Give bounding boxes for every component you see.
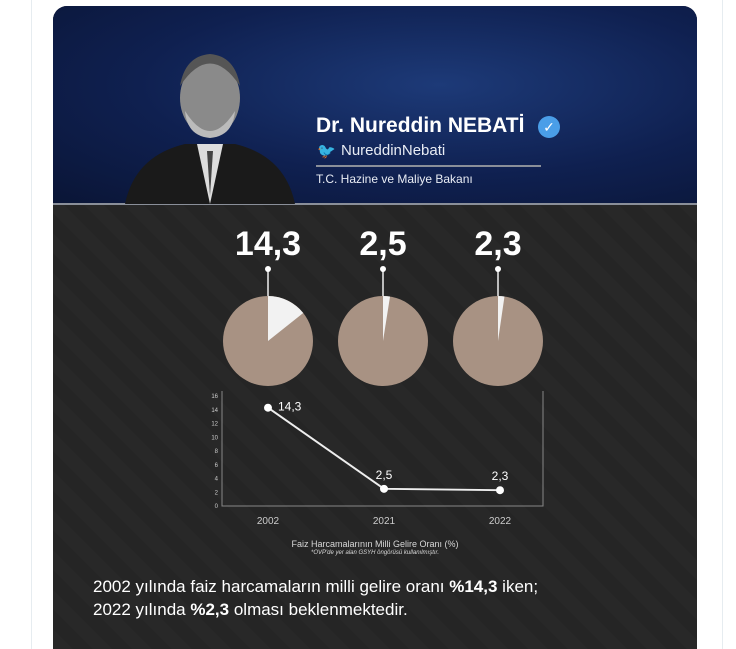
x-tick-label: 2002: [257, 516, 280, 527]
plot-frame: [221, 391, 544, 507]
y-tick-label: 0: [215, 504, 219, 510]
author-name: Dr. Nureddin NEBATİ: [316, 114, 525, 137]
divider: [316, 165, 541, 167]
x-tick-label: 2021: [373, 516, 396, 527]
twitter-bird-icon: 🐦: [317, 143, 336, 160]
big-value-2022: 2,3: [474, 225, 522, 263]
x-axis-label: Faiz Harcamalarının Milli Gelire Oranı (…: [291, 539, 459, 549]
big-value-2002: 14,3: [234, 225, 302, 263]
pie-leader-dot-2: [495, 266, 501, 272]
data-point: [496, 486, 504, 495]
y-tick-label: 6: [215, 463, 219, 469]
summary-line2-end: olması beklenmektedir.: [229, 600, 408, 619]
big-value-2021: 2,5: [359, 225, 407, 263]
y-tick-label: 14: [211, 408, 218, 414]
verified-badge-icon: ✓: [538, 116, 560, 138]
y-tick-label: 2: [215, 490, 219, 496]
data-label: 2,5: [376, 468, 393, 482]
portrait-photo: [125, 54, 295, 204]
pie-leader-dot-1: [380, 266, 386, 272]
y-tick-label: 12: [211, 422, 218, 428]
data-point: [264, 403, 272, 412]
pie-slice-1: [383, 296, 391, 341]
summary-text: 2002 yılında faiz harcamaların milli gel…: [93, 575, 538, 621]
summary-line1: 2002 yılında faiz harcamaların milli gel…: [93, 577, 450, 596]
data-point: [380, 484, 388, 493]
summary-line1-end: iken;: [497, 577, 539, 596]
author-role: T.C. Hazine ve Maliye Bakanı: [316, 172, 473, 186]
y-tick-label: 10: [211, 435, 218, 441]
highlight-2002: %14,3: [449, 577, 498, 596]
y-tick-label: 16: [211, 394, 218, 400]
pie-leader-dot-0: [265, 266, 271, 272]
y-tick-label: 4: [215, 477, 219, 483]
header-banner: Dr. Nureddin NEBATİ ✓ 🐦 NureddinNebati T…: [53, 6, 697, 205]
x-tick-label: 2022: [489, 516, 512, 527]
chart-area: 14,3 2,5 2,3 0 2 4 6 8 10 12 14 16 14,3 2002 2,5 202…: [53, 205, 697, 649]
summary-line2: 2022 yılında: [93, 600, 191, 619]
tweet-frame: [31, 0, 723, 649]
twitter-handle: NureddinNebati: [341, 142, 446, 159]
highlight-2022: %2,3: [190, 600, 230, 619]
y-tick-label: 8: [215, 449, 219, 455]
chart-note: *OVP'de yer alan GSYH öngörüsü kullanılm…: [311, 550, 439, 556]
infographic-card: Dr. Nureddin NEBATİ ✓ 🐦 NureddinNebati T…: [53, 6, 697, 649]
pie-slice-2: [498, 296, 505, 341]
data-label: 14,3: [278, 400, 302, 414]
chart-svg: 0 2 4 6 8 10 12 14 16 14,3 2002 2,5 2021 2,3 2022: [211, 266, 544, 527]
data-label: 2,3: [492, 469, 509, 483]
pie-slice-0: [268, 296, 304, 341]
